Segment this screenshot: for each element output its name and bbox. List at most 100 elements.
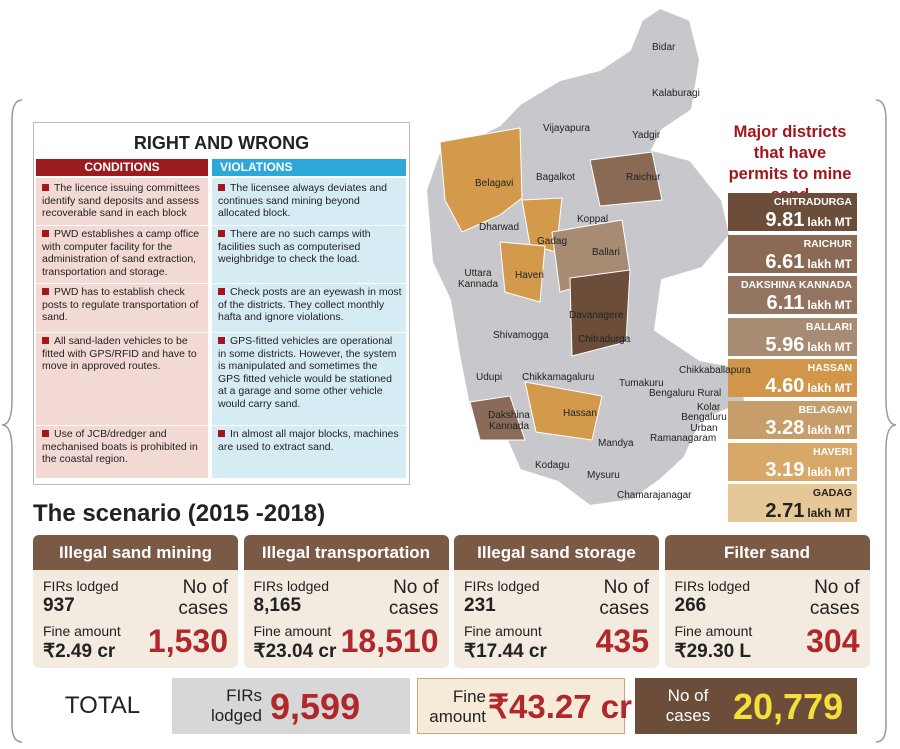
cases-label: No of cases bbox=[809, 577, 860, 619]
fine-value: ₹2.49 cr bbox=[43, 641, 116, 662]
hassan-area bbox=[524, 381, 603, 441]
scenario-card: Filter sand FIRs lodged 266 No of cases Fine… bbox=[664, 535, 870, 668]
district-label: Dharwad bbox=[479, 222, 520, 233]
right-brace bbox=[875, 99, 897, 743]
district-name: BELAGAVI bbox=[798, 404, 852, 416]
violation-text: Check posts are an eyewash in most of th… bbox=[212, 286, 406, 324]
district-label: Chamarajanagar bbox=[617, 490, 692, 501]
total-firs-label: FIRs lodged bbox=[210, 686, 262, 725]
district-label: Bengaluru Rural bbox=[649, 388, 722, 399]
district-name: BALLARI bbox=[805, 320, 852, 333]
unit: lakh MT bbox=[807, 339, 852, 354]
cases-label: No of cases bbox=[178, 577, 228, 619]
district-label: Mysuru bbox=[587, 470, 620, 481]
conditions-column: The licence issuing committees identify … bbox=[36, 178, 208, 478]
unit: lakh MT bbox=[807, 423, 852, 437]
district-name: DAKSHINA KANNADA bbox=[740, 279, 852, 292]
cases-value: 304 bbox=[806, 623, 860, 659]
total-fine: ₹43.27 cr bbox=[488, 688, 632, 725]
district-label: Koppal bbox=[577, 214, 609, 225]
firs-label: FIRs lodged bbox=[253, 578, 329, 594]
cases-label: No of cases bbox=[599, 577, 649, 619]
district-label: Dakshina Kannada bbox=[488, 410, 530, 432]
cases-value: 435 bbox=[595, 623, 649, 659]
total-firs-box: FIRs lodged 9,599 bbox=[172, 678, 410, 734]
district-bar: BALLARI 5.96 lakh MT bbox=[728, 317, 857, 357]
value: 5.96 bbox=[765, 333, 805, 356]
cases-value: 18,510 bbox=[340, 623, 439, 659]
scenario-card: Illegal sand storage FIRs lodged 231 No of … bbox=[454, 535, 659, 668]
district-name: GADAG bbox=[812, 487, 852, 500]
firs-value: 266 bbox=[674, 595, 707, 616]
card-title: Illegal sand storage bbox=[454, 535, 659, 570]
box-title: RIGHT AND WRONG bbox=[133, 133, 310, 153]
district-label: Chikkamagaluru bbox=[522, 372, 595, 383]
district-value: 6.61 lakh MT bbox=[765, 251, 852, 274]
district-label: Davanagere bbox=[569, 310, 624, 321]
district-label: Ramanagaram bbox=[650, 433, 717, 444]
condition-text: Use of JCB/dredger and mechanised boats … bbox=[36, 428, 208, 466]
unit: lakh MT bbox=[807, 506, 852, 521]
condition-text: All sand-laden vehicles to be fitted wit… bbox=[36, 335, 208, 373]
card-title: Filter sand bbox=[664, 535, 870, 570]
district-value: 6.11 lakh MT bbox=[767, 292, 853, 315]
cases-label: No of cases bbox=[388, 577, 439, 619]
district-label: Kodagu bbox=[535, 460, 570, 471]
belagavi-area bbox=[439, 127, 523, 233]
district-value: 5.96 lakh MT bbox=[765, 334, 852, 357]
district-label: Bagalkot bbox=[536, 172, 575, 183]
fine-label: Fine amount bbox=[464, 623, 542, 639]
district-label: Raichur bbox=[626, 172, 661, 183]
district-bar: HAVERI 3.19 lakh MT bbox=[728, 442, 857, 481]
district-label: Kolar bbox=[697, 402, 721, 413]
firs-value: 937 bbox=[43, 595, 75, 616]
card-title: Illegal sand mining bbox=[33, 535, 238, 570]
fine-label: Fine amount bbox=[253, 623, 332, 639]
district-label: Belagavi bbox=[475, 178, 514, 189]
conditions-header: CONDITIONS bbox=[36, 159, 208, 176]
district-label: Gadag bbox=[537, 236, 568, 247]
violations-header: VIOLATIONS bbox=[212, 159, 406, 176]
violations-column: The licensee always deviates and continu… bbox=[212, 178, 406, 478]
condition-text: PWD establishes a camp office with compu… bbox=[36, 228, 208, 278]
row-separator bbox=[212, 332, 406, 333]
firs-value: 8,165 bbox=[253, 595, 302, 616]
value: 6.11 bbox=[766, 292, 805, 315]
total-cases-label: No of cases bbox=[665, 686, 711, 725]
firs-label: FIRs lodged bbox=[43, 578, 119, 594]
district-label: Tumakuru bbox=[619, 378, 664, 389]
violation-text: GPS-fitted vehicles are operational in s… bbox=[212, 335, 406, 410]
total-fine-box: Fine amount ₹43.27 cr bbox=[417, 678, 632, 734]
cases-value: 1,530 bbox=[147, 623, 228, 659]
fine-value: ₹17.44 cr bbox=[464, 641, 547, 662]
unit: lakh MT bbox=[807, 464, 852, 479]
district-name: RAICHUR bbox=[803, 237, 852, 250]
district-label: Yadgir bbox=[632, 130, 661, 141]
row-separator bbox=[36, 283, 208, 284]
condition-text: PWD has to establish check posts to regu… bbox=[36, 286, 208, 324]
value: 6.61 bbox=[765, 250, 805, 273]
firs-label: FIRs lodged bbox=[464, 578, 540, 594]
district-label: Ballari bbox=[592, 247, 620, 258]
fine-value: ₹29.30 L bbox=[674, 641, 752, 662]
haveri-area bbox=[499, 241, 546, 303]
chitradurga-area bbox=[569, 269, 631, 357]
district-bar: CHITRADURGA 9.81 lakh MT bbox=[728, 193, 857, 231]
district-label: Chitradurga bbox=[578, 334, 631, 345]
districts-title: Major districts that have permits to min… bbox=[728, 123, 852, 204]
district-label: Vijayapura bbox=[543, 123, 591, 134]
unit: lakh MT bbox=[807, 256, 852, 271]
district-label: Shivamogga bbox=[493, 330, 549, 341]
total-cases-box: No of cases 20,779 bbox=[635, 678, 857, 734]
district-bar: DAKSHINA KANNADA 6.11 lakh MT bbox=[728, 276, 857, 315]
row-separator bbox=[36, 332, 208, 333]
value: 2.71 bbox=[765, 500, 805, 523]
district-bar: GADAG 2.71 lakh MT bbox=[728, 484, 857, 523]
district-value: 4.60 lakh MT bbox=[765, 375, 852, 398]
district-label: Kalaburagi bbox=[652, 88, 700, 99]
row-separator bbox=[212, 283, 406, 284]
firs-value: 231 bbox=[464, 595, 496, 616]
district-label: Mandya bbox=[598, 438, 634, 449]
